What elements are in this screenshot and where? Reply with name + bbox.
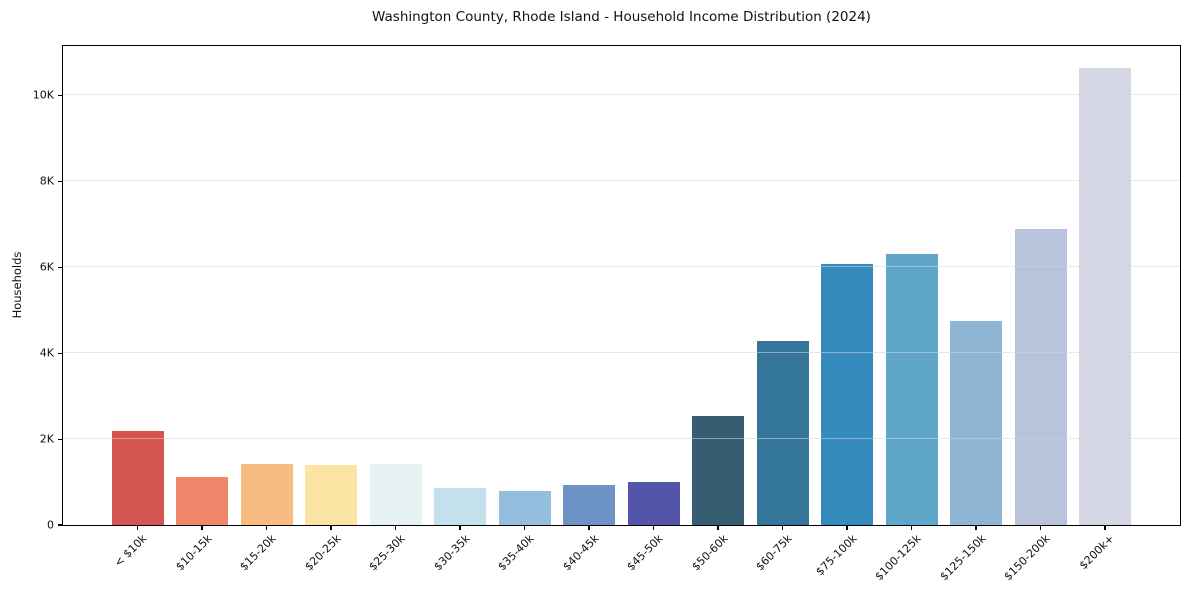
- x-tick-mark: [846, 525, 848, 530]
- x-tick-label-text: $45-50k: [624, 532, 666, 574]
- y-tick-label: 8K: [39, 174, 54, 188]
- bar: [756, 341, 809, 525]
- y-tick-mark: [58, 180, 63, 182]
- y-tick-mark: [58, 524, 63, 526]
- x-tick-mark: [459, 525, 461, 530]
- y-tick-label: 10K: [32, 88, 54, 102]
- x-tick-label-text: $10-15k: [172, 532, 215, 574]
- x-tick-mark: [910, 525, 913, 530]
- x-tick-label-text: $25-30k: [366, 532, 408, 574]
- x-tick-mark: [975, 525, 977, 530]
- x-tick-mark: [330, 525, 332, 530]
- y-axis-label: Households: [10, 251, 24, 319]
- y-tick-label: 0: [47, 518, 54, 532]
- y-tick-label: 4K: [39, 346, 54, 360]
- x-tick-label-text: $75-100k: [812, 532, 860, 579]
- x-tick-label-text: $20-25k: [301, 532, 344, 574]
- x-tick-mark: [781, 525, 784, 530]
- x-tick-label-text: $200k+: [1077, 532, 1118, 573]
- bar: [240, 463, 293, 525]
- bar: [950, 321, 1002, 525]
- x-tick-label-text: $60-75k: [753, 532, 795, 574]
- gridline: [63, 180, 1180, 182]
- bar: [498, 490, 551, 525]
- x-tick-label-text: $30-35k: [430, 532, 473, 574]
- y-tick-label: 6K: [39, 260, 54, 274]
- x-tick-mark: [265, 525, 268, 530]
- y-tick-mark: [58, 438, 63, 440]
- x-tick-mark: [652, 525, 655, 530]
- bar: [1079, 67, 1131, 525]
- y-tick-mark: [58, 352, 63, 354]
- bar: [885, 254, 938, 525]
- gridline: [63, 438, 1180, 440]
- bar: [111, 431, 164, 525]
- x-tick-label-text: $100-125k: [872, 532, 924, 584]
- x-tick-label-text: $125-150k: [937, 532, 989, 584]
- x-tick-label-text: $15-20k: [237, 532, 279, 574]
- y-tick-mark: [58, 94, 63, 96]
- bar: [176, 476, 228, 525]
- bar: [369, 464, 422, 525]
- x-tick-label-text: $50-60k: [688, 532, 731, 574]
- bar: [692, 416, 744, 525]
- bar: [821, 263, 873, 525]
- y-tick-mark: [58, 266, 63, 268]
- bar: [305, 464, 357, 525]
- x-tick-label-text: < $10k: [112, 532, 150, 570]
- x-tick-label-text: $40-45k: [559, 532, 602, 574]
- x-tick-mark: [588, 525, 590, 530]
- bar: [434, 487, 486, 525]
- x-tick-label-text: $150-200k: [1001, 532, 1053, 584]
- x-tick-mark: [523, 525, 526, 530]
- bar: [627, 481, 680, 525]
- x-tick-mark: [394, 525, 397, 530]
- bar: [563, 484, 615, 525]
- plot-area: < $10k $10-15k $15-20k $20-25k $25-30k $30-35…: [33, 45, 1181, 583]
- x-tick-mark: [1104, 525, 1106, 530]
- gridline: [63, 94, 1180, 96]
- x-tick-mark: [201, 525, 203, 530]
- chart-title: Washington County, Rhode Island - Househ…: [372, 9, 871, 25]
- gridline: [63, 352, 1180, 354]
- gridline: [63, 266, 1180, 268]
- x-tick-mark: [136, 525, 139, 530]
- bar: [1014, 229, 1067, 525]
- y-tick-label: 2K: [39, 432, 54, 446]
- x-tick-mark: [717, 525, 719, 530]
- x-tick-label-text: $35-40k: [495, 532, 537, 574]
- x-tick-mark: [1039, 525, 1042, 530]
